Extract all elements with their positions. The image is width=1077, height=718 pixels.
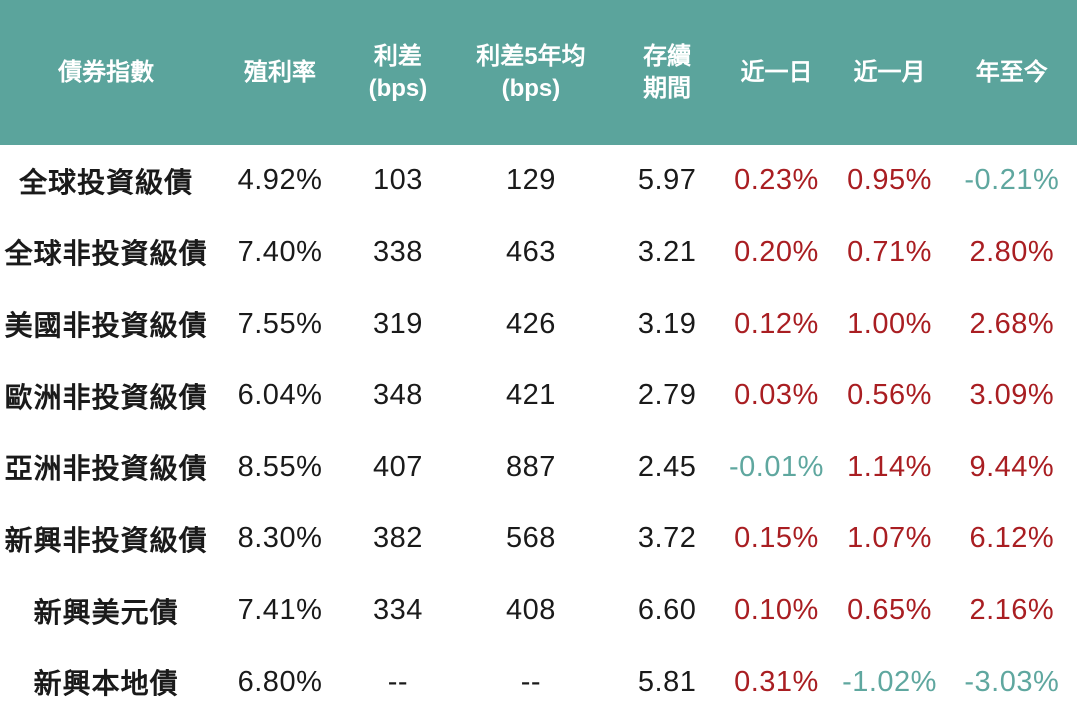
- col-header-ytd-change: 年至今: [946, 0, 1077, 145]
- cell-month-change: 0.56%: [847, 379, 932, 412]
- header-line: 利差5年均: [476, 43, 586, 71]
- cell-duration: 5.81: [637, 665, 697, 698]
- cell-month-change: 1.07%: [847, 522, 932, 555]
- table-row: 新興本地債 6.80% -- -- 5.81 0.31% -1.02% -3.03%: [0, 646, 1077, 718]
- cell-day-change: 0.10%: [734, 594, 819, 627]
- cell-spread-5y-avg-bps: 129: [505, 164, 556, 197]
- table-row: 新興非投資級債 8.30% 382 568 3.72 0.15% 1.07% 6.12%: [0, 503, 1077, 575]
- header-row: 債券指數 殖利率 利差 (bps) 利差5年均 (bps) 存續 期間 近一日 近一月 年至今: [0, 0, 1077, 145]
- cell-duration: 2.79: [637, 379, 697, 412]
- cell-day-change: -0.01%: [729, 450, 824, 483]
- table-row: 美國非投資級債 7.55% 319 426 3.19 0.12% 1.00% 2.68%: [0, 288, 1077, 360]
- cell-index-name: 全球非投資級債: [4, 238, 208, 270]
- cell-ytd-change: 6.12%: [969, 522, 1055, 555]
- cell-spread-5y-avg-bps: 421: [505, 379, 556, 412]
- header-line: 期間: [643, 74, 692, 102]
- header-line: 近一月: [853, 58, 926, 86]
- cell-month-change: 0.71%: [847, 235, 932, 268]
- header-line: 殖利率: [244, 58, 316, 86]
- cell-index-name: 新興美元債: [33, 596, 179, 628]
- cell-yield: 6.80%: [237, 665, 323, 698]
- cell-ytd-change: -3.03%: [964, 665, 1060, 698]
- cell-spread-5y-avg-bps: 463: [505, 235, 556, 268]
- cell-index-name: 歐洲非投資級債: [4, 381, 208, 413]
- cell-spread-5y-avg-bps: 887: [505, 450, 556, 483]
- cell-month-change: 0.95%: [847, 164, 932, 197]
- header-line: (bps): [501, 74, 561, 102]
- table-row: 歐洲非投資級債 6.04% 348 421 2.79 0.03% 0.56% 3.09%: [0, 359, 1077, 432]
- cell-month-change: 1.14%: [847, 450, 932, 483]
- cell-month-change: 0.65%: [847, 594, 932, 627]
- cell-spread-bps: 334: [372, 594, 423, 627]
- table-body: 全球投資級債 4.92% 103 129 5.97 0.23% 0.95% -0.21% 全球非…: [0, 145, 1077, 718]
- cell-duration: 3.21: [637, 235, 697, 268]
- table-header: 債券指數 殖利率 利差 (bps) 利差5年均 (bps) 存續 期間 近一日 近一月 年至今: [0, 0, 1077, 145]
- cell-duration: 5.97: [637, 164, 697, 197]
- cell-ytd-change: 3.09%: [969, 379, 1055, 412]
- header-line: 債券指數: [58, 58, 155, 86]
- cell-spread-bps: 348: [372, 379, 423, 412]
- cell-month-change: 1.00%: [847, 307, 932, 340]
- cell-ytd-change: 2.16%: [969, 594, 1055, 627]
- cell-duration: 3.19: [637, 307, 697, 340]
- cell-yield: 4.92%: [237, 164, 323, 197]
- cell-index-name: 新興非投資級債: [4, 524, 208, 556]
- cell-duration: 2.45: [637, 450, 697, 483]
- cell-spread-bps: 338: [372, 235, 423, 268]
- cell-spread-5y-avg-bps: 568: [505, 522, 556, 555]
- col-header-yield: 殖利率: [212, 0, 348, 145]
- header-line: 近一日: [740, 58, 813, 86]
- cell-duration: 6.60: [637, 594, 697, 627]
- cell-spread-bps: --: [387, 665, 409, 698]
- cell-day-change: 0.03%: [734, 379, 819, 412]
- cell-spread-bps: 319: [372, 307, 423, 340]
- cell-yield: 7.40%: [237, 235, 323, 268]
- cell-spread-bps: 407: [372, 450, 423, 483]
- cell-yield: 8.30%: [237, 522, 323, 555]
- cell-index-name: 新興本地債: [33, 668, 179, 700]
- cell-day-change: 0.12%: [734, 307, 819, 340]
- cell-day-change: 0.23%: [734, 164, 819, 197]
- cell-ytd-change: -0.21%: [964, 164, 1060, 197]
- cell-index-name: 亞洲非投資級債: [4, 453, 208, 485]
- header-line: 年至今: [975, 58, 1048, 86]
- cell-day-change: 0.20%: [734, 235, 819, 268]
- cell-index-name: 美國非投資級債: [4, 310, 208, 342]
- cell-ytd-change: 9.44%: [969, 450, 1055, 483]
- cell-yield: 7.41%: [237, 594, 323, 627]
- cell-spread-5y-avg-bps: 408: [505, 594, 556, 627]
- cell-spread-5y-avg-bps: --: [520, 665, 542, 698]
- header-line: (bps): [368, 74, 428, 102]
- col-header-duration: 存續 期間: [613, 0, 721, 145]
- cell-yield: 6.04%: [237, 379, 323, 412]
- table-row: 全球投資級債 4.92% 103 129 5.97 0.23% 0.95% -0.21%: [0, 145, 1077, 217]
- cell-duration: 3.72: [637, 522, 697, 555]
- cell-ytd-change: 2.80%: [969, 235, 1055, 268]
- table-row: 亞洲非投資級債 8.55% 407 887 2.45 -0.01% 1.14% 9.44%: [0, 431, 1077, 504]
- cell-spread-5y-avg-bps: 426: [505, 307, 556, 340]
- cell-month-change: -1.02%: [842, 665, 937, 698]
- col-header-day-change: 近一日: [720, 0, 833, 145]
- cell-day-change: 0.31%: [734, 665, 819, 698]
- cell-day-change: 0.15%: [734, 522, 819, 555]
- header-line: 存續: [643, 43, 692, 71]
- col-header-spread-5y-avg-bps: 利差5年均 (bps): [448, 0, 614, 145]
- cell-index-name: 全球投資級債: [19, 166, 194, 198]
- col-header-spread-bps: 利差 (bps): [347, 0, 448, 145]
- cell-yield: 7.55%: [237, 307, 323, 340]
- table-row: 全球非投資級債 7.40% 338 463 3.21 0.20% 0.71% 2.80%: [0, 216, 1077, 289]
- cell-spread-bps: 382: [372, 522, 423, 555]
- header-line: 利差: [373, 43, 422, 71]
- col-header-month-change: 近一月: [832, 0, 947, 145]
- col-header-index-name: 債券指數: [0, 0, 213, 145]
- cell-ytd-change: 2.68%: [969, 307, 1055, 340]
- table-row: 新興美元債 7.41% 334 408 6.60 0.10% 0.65% 2.16%: [0, 574, 1077, 647]
- cell-spread-bps: 103: [372, 164, 423, 197]
- cell-yield: 8.55%: [237, 450, 323, 483]
